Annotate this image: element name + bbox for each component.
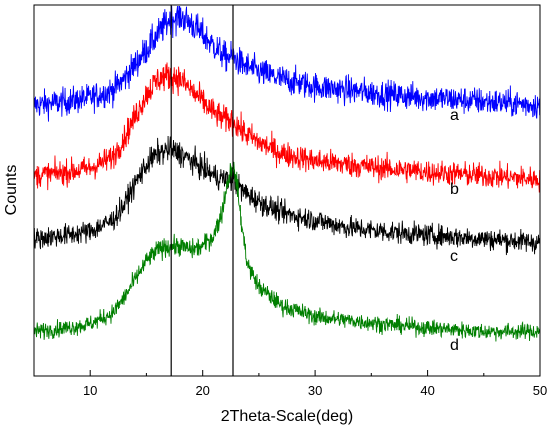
x-tick-label-30: 30 bbox=[308, 383, 322, 398]
x-tick-label-50: 50 bbox=[533, 383, 547, 398]
series-label-c: c bbox=[450, 248, 458, 265]
x-tick-label-20: 20 bbox=[195, 383, 209, 398]
series-line-a bbox=[33, 5, 541, 122]
y-axis-title: Counts bbox=[3, 165, 20, 216]
x-tick-label-40: 40 bbox=[420, 383, 434, 398]
reference-lines bbox=[170, 5, 234, 376]
x-axis-ticks: 10 20 30 40 50 bbox=[33, 370, 547, 398]
series-label-d: d bbox=[450, 337, 459, 354]
series-line-c bbox=[33, 135, 541, 256]
series-label-a: a bbox=[450, 107, 459, 124]
series-labels: a b c d bbox=[450, 107, 459, 354]
x-tick-label-10: 10 bbox=[83, 383, 97, 398]
series-line-b bbox=[33, 62, 541, 193]
x-axis-title: 2Theta-Scale(deg) bbox=[221, 408, 354, 425]
series-layer bbox=[33, 5, 541, 342]
series-line-d bbox=[33, 161, 541, 342]
plot-frame bbox=[33, 4, 541, 377]
series-label-b: b bbox=[450, 181, 459, 198]
